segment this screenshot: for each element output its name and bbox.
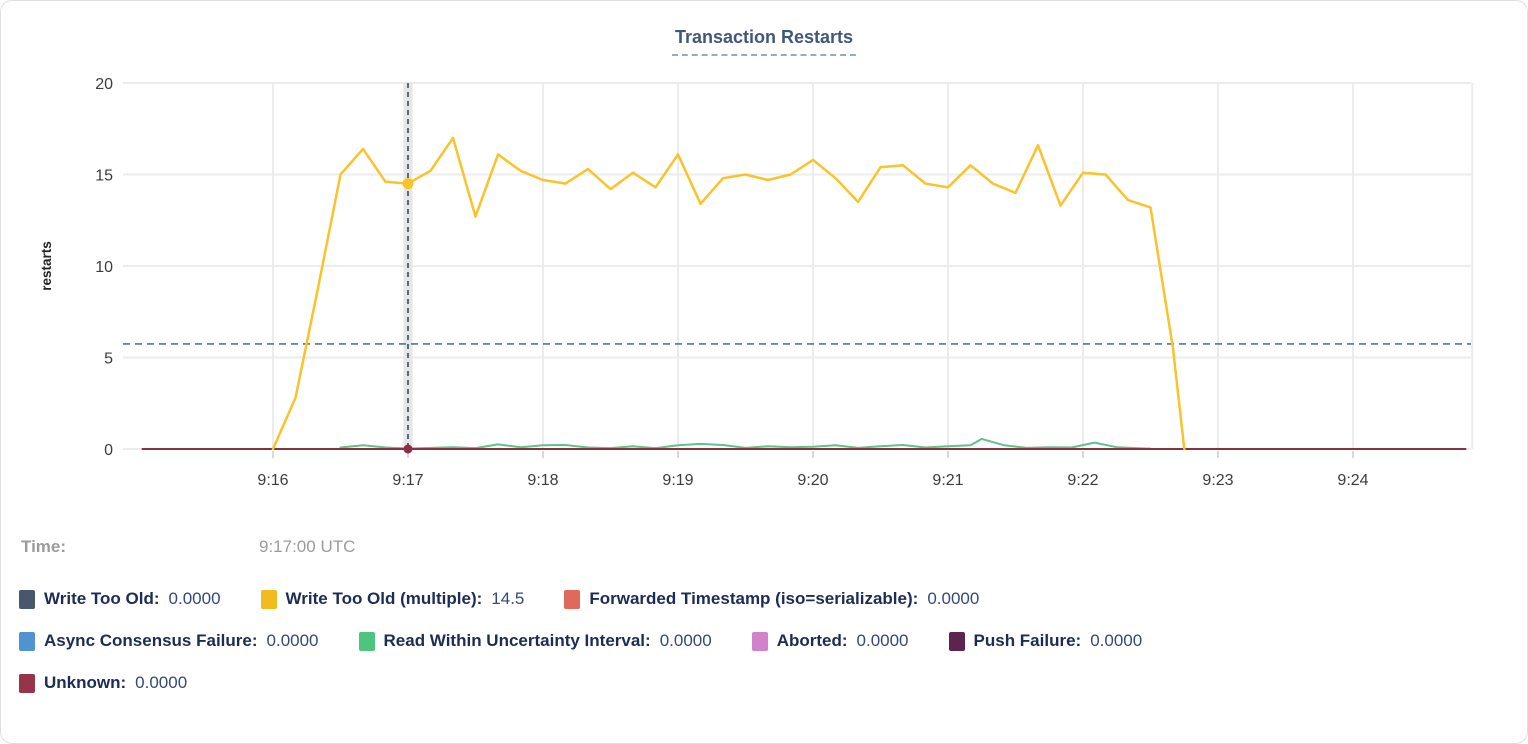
- y-tick-label: 15: [95, 168, 113, 185]
- legend-swatch-icon: [19, 673, 35, 693]
- legend-value: 14.5: [491, 589, 525, 608]
- legend-value: 0.0000: [266, 631, 319, 650]
- y-tick-label: 5: [104, 351, 113, 368]
- legend-swatch-icon: [948, 631, 965, 651]
- y-tick-label: 20: [95, 76, 113, 93]
- legend-item: Async Consensus Failure: 0.0000: [19, 631, 319, 651]
- x-tick-label: 9:20: [797, 472, 828, 489]
- legend-value: 0.0000: [659, 631, 712, 650]
- legend-item: Read Within Uncertainty Interval: 0.0000: [358, 631, 712, 651]
- y-axis-title: restarts: [39, 241, 54, 291]
- legend-row: Write Too Old: 0.0000 Write Too Old (multi…: [19, 589, 1499, 609]
- legend-value: 0.0000: [168, 589, 221, 608]
- transaction-restarts-chart[interactable]: 0 5 10 15 20 9:16 9:17 9:18 9:19 9:20 9:21 9:22 9:23…: [1, 1, 1528, 506]
- legend-value: 0.0000: [135, 673, 188, 692]
- legend-swatch-icon: [751, 631, 768, 651]
- x-tick-label: 9:19: [662, 472, 693, 489]
- crosshair-dot-unknown: [403, 444, 413, 454]
- legend-item: Forwarded Timestamp (iso=serializable): 0…: [564, 589, 979, 609]
- x-tick-label: 9:22: [1067, 472, 1098, 489]
- time-label: Time:: [21, 537, 67, 556]
- crosshair-time-row: Time: 9:17:00 UTC: [21, 537, 1501, 561]
- legend-swatch-icon: [19, 589, 35, 609]
- legend-swatch-icon: [260, 589, 277, 609]
- x-tick-label: 9:18: [527, 472, 558, 489]
- legend-item: Unknown: 0.0000: [19, 673, 187, 693]
- legend-label: Unknown:: [44, 673, 127, 692]
- time-value: 9:17:00 UTC: [259, 537, 356, 556]
- legend-value: 0.0000: [927, 589, 980, 608]
- chart-legend: Write Too Old: 0.0000 Write Too Old (multi…: [19, 589, 1499, 715]
- legend-label: Aborted:: [776, 631, 848, 650]
- series-line-write-too-old-multiple-: [271, 136, 1186, 451]
- legend-item: Push Failure: 0.0000: [948, 631, 1143, 651]
- legend-label: Forwarded Timestamp (iso=serializable):: [589, 589, 919, 608]
- legend-swatch-icon: [564, 589, 581, 609]
- x-tick-label: 9:17: [392, 472, 423, 489]
- legend-label: Write Too Old (multiple):: [285, 589, 483, 608]
- series-line-read-within-uncertainty-interval: [339, 437, 1152, 450]
- x-tick-label: 9:16: [257, 472, 288, 489]
- legend-swatch-icon: [19, 631, 35, 651]
- legend-label: Write Too Old:: [44, 589, 160, 608]
- crosshair-dot-write-too-old-multiple-: [402, 178, 414, 190]
- legend-item: Aborted: 0.0000: [751, 631, 909, 651]
- x-tick-label: 9:21: [932, 472, 963, 489]
- y-tick-label: 0: [104, 442, 113, 459]
- x-tick-label: 9:23: [1202, 472, 1233, 489]
- y-tick-label: 10: [95, 259, 113, 276]
- legend-item: Write Too Old (multiple): 14.5: [260, 589, 525, 609]
- legend-label: Async Consensus Failure:: [44, 631, 258, 650]
- legend-value: 0.0000: [1090, 631, 1143, 650]
- legend-row: Unknown: 0.0000: [19, 673, 1499, 693]
- legend-item: Write Too Old: 0.0000: [19, 589, 221, 609]
- legend-value: 0.0000: [856, 631, 909, 650]
- legend-label: Push Failure:: [973, 631, 1082, 650]
- chart-title[interactable]: Transaction Restarts: [671, 27, 857, 56]
- legend-label: Read Within Uncertainty Interval:: [383, 631, 651, 650]
- x-tick-label: 9:24: [1337, 472, 1368, 489]
- legend-row: Async Consensus Failure: 0.0000 Read Withi…: [19, 631, 1499, 651]
- legend-swatch-icon: [358, 631, 375, 651]
